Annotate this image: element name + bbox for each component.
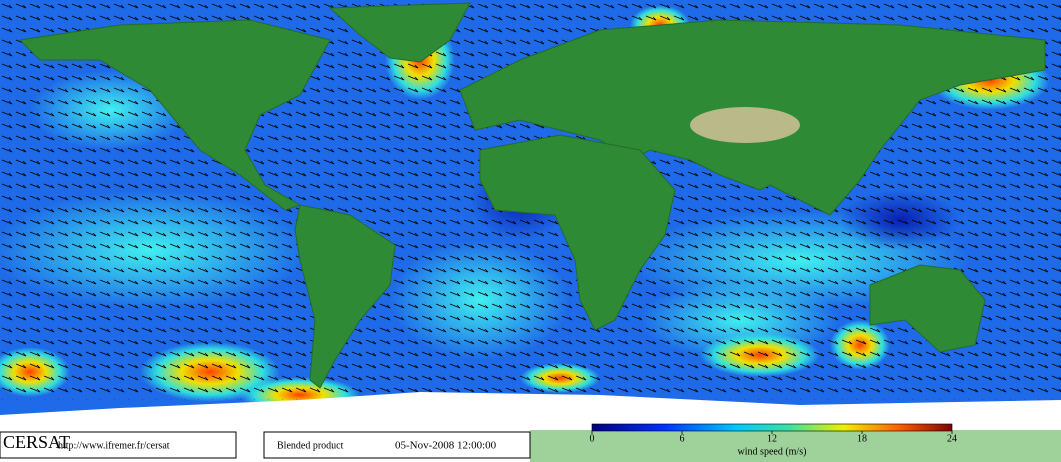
wind-field xyxy=(0,0,1061,413)
url: http://www.ifremer.fr/cersat xyxy=(58,440,170,451)
colorbar-tick-label: 24 xyxy=(947,433,957,444)
colorbar: wind speed (m/s) 0 6 12 18 24 xyxy=(590,423,957,457)
info-box xyxy=(263,431,531,459)
antarctica xyxy=(0,392,1061,430)
product: Blended product xyxy=(277,440,344,451)
colorbar-gradient xyxy=(591,423,953,432)
date: 05-Nov-2008 12:00:00 xyxy=(395,440,497,452)
land xyxy=(18,2,1046,389)
logo: CERSAT xyxy=(3,432,70,452)
colorbar-tick-label: 18 xyxy=(857,433,867,444)
colorbar-tick-label: 0 xyxy=(590,433,595,444)
colorbar-label: wind speed (m/s) xyxy=(738,446,807,457)
colorbar-tick-label: 6 xyxy=(680,433,685,444)
colorbar-tick-label: 12 xyxy=(767,433,777,444)
logo-box xyxy=(0,431,237,459)
footer-strip: CERSAT http://www.ifremer.fr/cersat Blen… xyxy=(0,430,1061,462)
map xyxy=(0,0,1061,430)
